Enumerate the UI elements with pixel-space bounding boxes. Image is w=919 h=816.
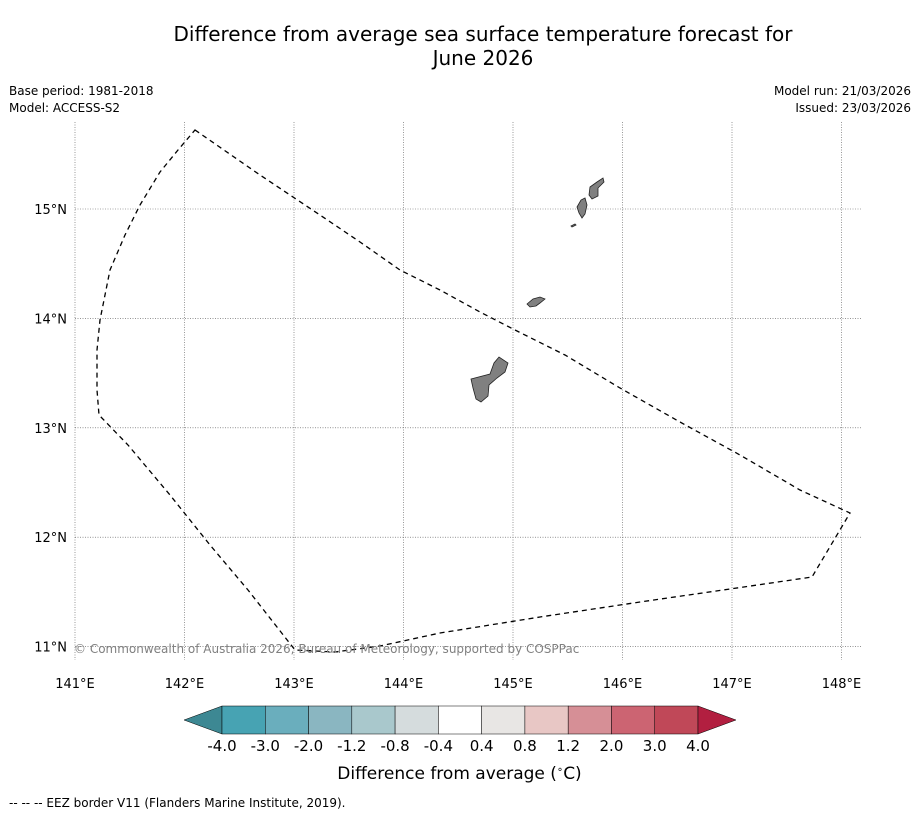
colorbar-box: [221, 705, 266, 735]
lon-tick-label: 142°E: [165, 677, 205, 692]
colorbar-box: [351, 705, 396, 735]
lon-tick-label: 144°E: [384, 677, 424, 692]
model-name: Model: ACCESS-S2: [9, 101, 121, 115]
lat-tick-label: 14°N: [34, 312, 67, 327]
lat-tick-label: 12°N: [34, 531, 67, 546]
colorbar-tick-label: -0.8: [380, 737, 409, 755]
colorbar-box: [394, 705, 439, 735]
lat-tick-label: 13°N: [34, 422, 67, 437]
colorbar-over-arrow: [697, 705, 737, 735]
colorbar-label-text: Difference from average (: [337, 764, 557, 784]
colorbar-box: [567, 705, 612, 735]
model-run: Model run: 21/03/2026: [773, 84, 911, 98]
eez-border: [96, 129, 851, 653]
colorbar-label-unit: C): [563, 764, 582, 784]
colorbar-tick-label: 2.0: [600, 737, 624, 755]
lon-tick-label: 148°E: [822, 677, 862, 692]
base-period: Base period: 1981-2018: [9, 84, 154, 98]
island-rota: [526, 296, 546, 308]
lon-tick-label: 145°E: [493, 677, 533, 692]
colorbar-under-arrow: [183, 705, 223, 735]
colorbar-box: [654, 705, 699, 735]
colorbar-box: [524, 705, 569, 735]
lat-tick-label: 11°N: [34, 641, 67, 656]
lon-tick-label: 146°E: [603, 677, 643, 692]
island-saipan: [588, 177, 605, 200]
lon-tick-label: 143°E: [274, 677, 314, 692]
colorbar-tick-label: 3.0: [643, 737, 667, 755]
info-right: Model run: 21/03/2026 Issued: 23/03/2026: [774, 83, 911, 117]
colorbar-tick-label: 0.8: [513, 737, 537, 755]
land-masses: [470, 177, 605, 403]
issued-date: Issued: 23/03/2026: [795, 101, 911, 115]
copyright-notice: © Commonwealth of Australia 2026, Bureau…: [74, 642, 579, 656]
island-tinian: [576, 197, 588, 219]
legend-eez-border: -- -- -- EEZ border V11 (Flanders Marine…: [9, 796, 346, 810]
colorbar-tick-label: 0.4: [470, 737, 494, 755]
colorbar-box: [308, 705, 353, 735]
colorbar-tick-labels: -4.0 -3.0 -2.0 -1.2 -0.8 -0.4 0.4 0.8 1.2 2.0 3.0 4…: [207, 737, 710, 755]
latitude-labels: 15°N 14°N 13°N 12°N 11°N: [34, 203, 67, 656]
island-aguijan: [570, 223, 577, 228]
title-line-2: June 2026: [432, 46, 534, 70]
title-line-1: Difference from average sea surface temp…: [173, 22, 793, 46]
lon-tick-label: 141°E: [55, 677, 95, 692]
colorbar-tick-label: -0.4: [424, 737, 453, 755]
colorbar: -4.0 -3.0 -2.0 -1.2 -0.8 -0.4 0.4 0.8 1.2 2.0 3.0 4…: [183, 705, 737, 755]
graticule: [74, 122, 862, 660]
longitude-labels: 141°E 142°E 143°E 144°E 145°E 146°E 147°E 148°E: [55, 677, 861, 692]
colorbar-tick-label: 4.0: [686, 737, 710, 755]
colorbar-box: [265, 705, 309, 735]
lon-tick-label: 147°E: [712, 677, 752, 692]
colorbar-box: [611, 705, 655, 735]
info-left: Base period: 1981-2018 Model: ACCESS-S2: [9, 83, 154, 117]
colorbar-boxes: [221, 705, 699, 735]
degree-symbol: ∘: [556, 764, 564, 776]
chart-title: Difference from average sea surface temp…: [0, 22, 919, 70]
colorbar-tick-label: -2.0: [294, 737, 323, 755]
colorbar-box: [438, 705, 482, 735]
colorbar-tick-label: 1.2: [556, 737, 580, 755]
lat-tick-label: 15°N: [34, 203, 67, 218]
colorbar-tick-label: -3.0: [251, 737, 280, 755]
colorbar-tick-label: -4.0: [207, 737, 236, 755]
colorbar-tick-label: -1.2: [337, 737, 366, 755]
island-guam: [470, 356, 509, 403]
colorbar-box: [481, 705, 526, 735]
colorbar-label: Difference from average (∘C): [0, 764, 919, 784]
